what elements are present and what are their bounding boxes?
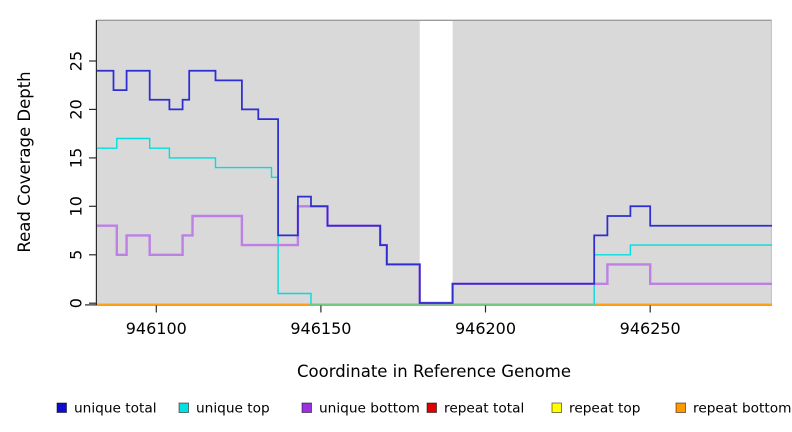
legend-swatch-repeat-bottom xyxy=(675,402,686,413)
x-tick-label: 946100 xyxy=(126,319,187,338)
legend-label-repeat-top: repeat top xyxy=(569,401,640,417)
legend-item-repeat-top: repeat top xyxy=(551,401,640,417)
masked-region-rect xyxy=(419,21,453,304)
axes: 0 5 10 15 20 25 946100 946150 946200 946250 xyxy=(66,20,681,338)
legend-label-repeat-total: repeat total xyxy=(444,401,524,417)
y-tick-label: 0 xyxy=(67,298,86,308)
legend-item-repeat-bottom: repeat bottom xyxy=(675,401,791,417)
y-tick-label: 15 xyxy=(67,148,86,168)
legend-item-unique-total: unique total xyxy=(56,401,157,417)
legend-swatch-repeat-total xyxy=(426,402,437,413)
y-tick-label: 20 xyxy=(67,99,86,119)
legend-label-unique-bottom: unique bottom xyxy=(319,401,420,417)
y-tick-label: 5 xyxy=(66,250,85,260)
legend: unique total unique top unique bottom re… xyxy=(56,401,791,417)
x-tick-label: 946250 xyxy=(620,319,681,338)
x-tick-label: 946200 xyxy=(455,319,516,338)
y-tick-label: 10 xyxy=(67,196,86,216)
legend-swatch-unique-bottom xyxy=(301,402,312,413)
legend-label-unique-top: unique top xyxy=(196,401,270,417)
y-axis-title: Read Coverage Depth xyxy=(15,71,34,252)
legend-swatch-unique-total xyxy=(56,402,67,413)
series-lines xyxy=(97,69,772,306)
x-tick-label: 946150 xyxy=(290,319,351,338)
masked-region xyxy=(419,21,453,304)
panel-borders xyxy=(97,19,772,307)
legend-swatch-unique-top xyxy=(178,402,189,413)
legend-item-unique-bottom: unique bottom xyxy=(301,401,420,417)
x-axis-title: Coordinate in Reference Genome xyxy=(297,362,571,381)
legend-item-unique-top: unique top xyxy=(178,401,270,417)
legend-item-repeat-total: repeat total xyxy=(426,401,524,417)
legend-label-repeat-bottom: repeat bottom xyxy=(693,401,791,417)
y-tick-label: 25 xyxy=(67,51,86,71)
legend-swatch-repeat-top xyxy=(551,402,562,413)
series-line-unique-total xyxy=(97,69,772,304)
legend-label-unique-total: unique total xyxy=(74,401,157,417)
